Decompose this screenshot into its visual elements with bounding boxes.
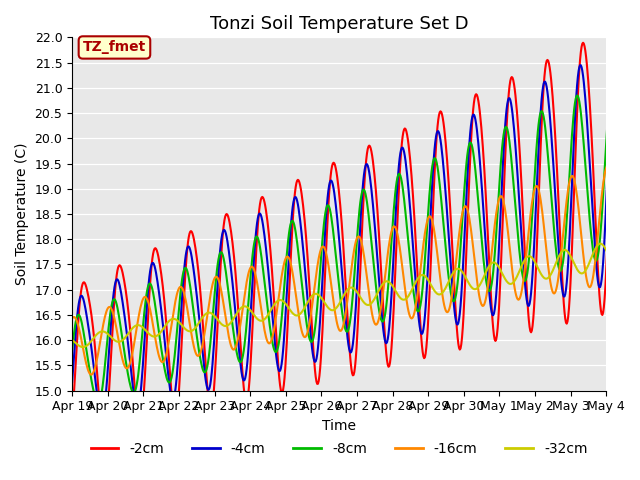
X-axis label: Time: Time bbox=[322, 419, 356, 433]
Title: Tonzi Soil Temperature Set D: Tonzi Soil Temperature Set D bbox=[210, 15, 468, 33]
Text: TZ_fmet: TZ_fmet bbox=[83, 40, 146, 54]
Legend: -2cm, -4cm, -8cm, -16cm, -32cm: -2cm, -4cm, -8cm, -16cm, -32cm bbox=[85, 436, 593, 461]
Y-axis label: Soil Temperature (C): Soil Temperature (C) bbox=[15, 143, 29, 285]
